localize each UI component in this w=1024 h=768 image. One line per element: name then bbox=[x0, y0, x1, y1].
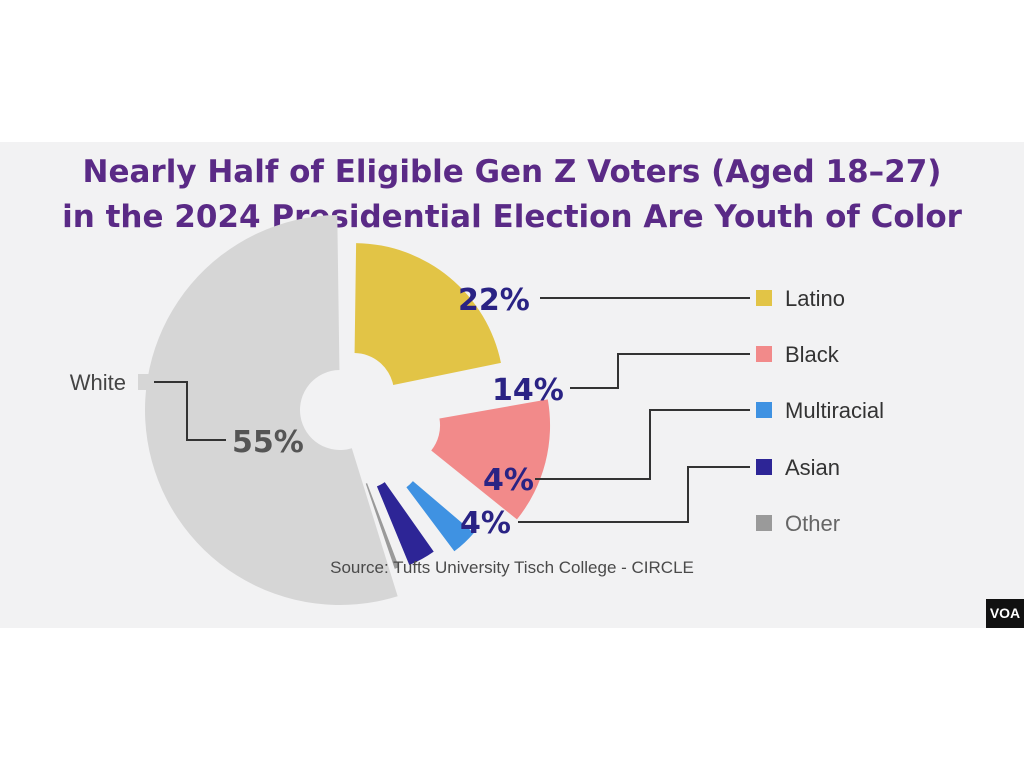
slice-multiracial bbox=[406, 481, 474, 552]
legend-label-asian: Asian bbox=[785, 455, 840, 480]
voa-logo: VOA bbox=[986, 599, 1024, 628]
value-label-multiracial: 4% bbox=[483, 463, 534, 498]
value-label-white: 55% bbox=[232, 425, 304, 460]
legend-label-white: White bbox=[70, 370, 126, 395]
legend-label-latino: Latino bbox=[785, 286, 845, 311]
legend-swatch-other bbox=[756, 515, 772, 531]
leader-line-black bbox=[570, 353, 750, 389]
value-label-latino: 22% bbox=[458, 283, 530, 318]
title-line-2: in the 2024 Presidential Election Are Yo… bbox=[62, 199, 962, 235]
value-label-asian: 4% bbox=[460, 506, 511, 541]
title-line-1: Nearly Half of Eligible Gen Z Voters (Ag… bbox=[82, 154, 942, 190]
slice-asian bbox=[376, 482, 434, 566]
slice-latino bbox=[354, 243, 501, 386]
legend-label-other: Other bbox=[785, 511, 840, 536]
legend-label-multiracial: Multiracial bbox=[785, 398, 884, 423]
chart-title: Nearly Half of Eligible Gen Z Voters (Ag… bbox=[0, 150, 1024, 240]
legend-swatch-black bbox=[756, 346, 772, 362]
legend-swatch-white bbox=[138, 374, 154, 390]
leader-line-white bbox=[154, 381, 226, 441]
legend-swatch-latino bbox=[756, 290, 772, 306]
legend-swatch-asian bbox=[756, 459, 772, 475]
slice-black bbox=[431, 399, 551, 520]
value-label-black: 14% bbox=[492, 373, 564, 408]
slice-white bbox=[145, 215, 398, 605]
legend-label-black: Black bbox=[785, 342, 840, 367]
donut-hole bbox=[302, 372, 378, 448]
slice-other bbox=[365, 483, 400, 569]
legend-swatch-multiracial bbox=[756, 402, 772, 418]
source-note: Source: Tufts University Tisch College -… bbox=[330, 558, 694, 577]
leader-line-asian bbox=[518, 466, 750, 523]
leader-line-multiracial bbox=[535, 409, 750, 480]
